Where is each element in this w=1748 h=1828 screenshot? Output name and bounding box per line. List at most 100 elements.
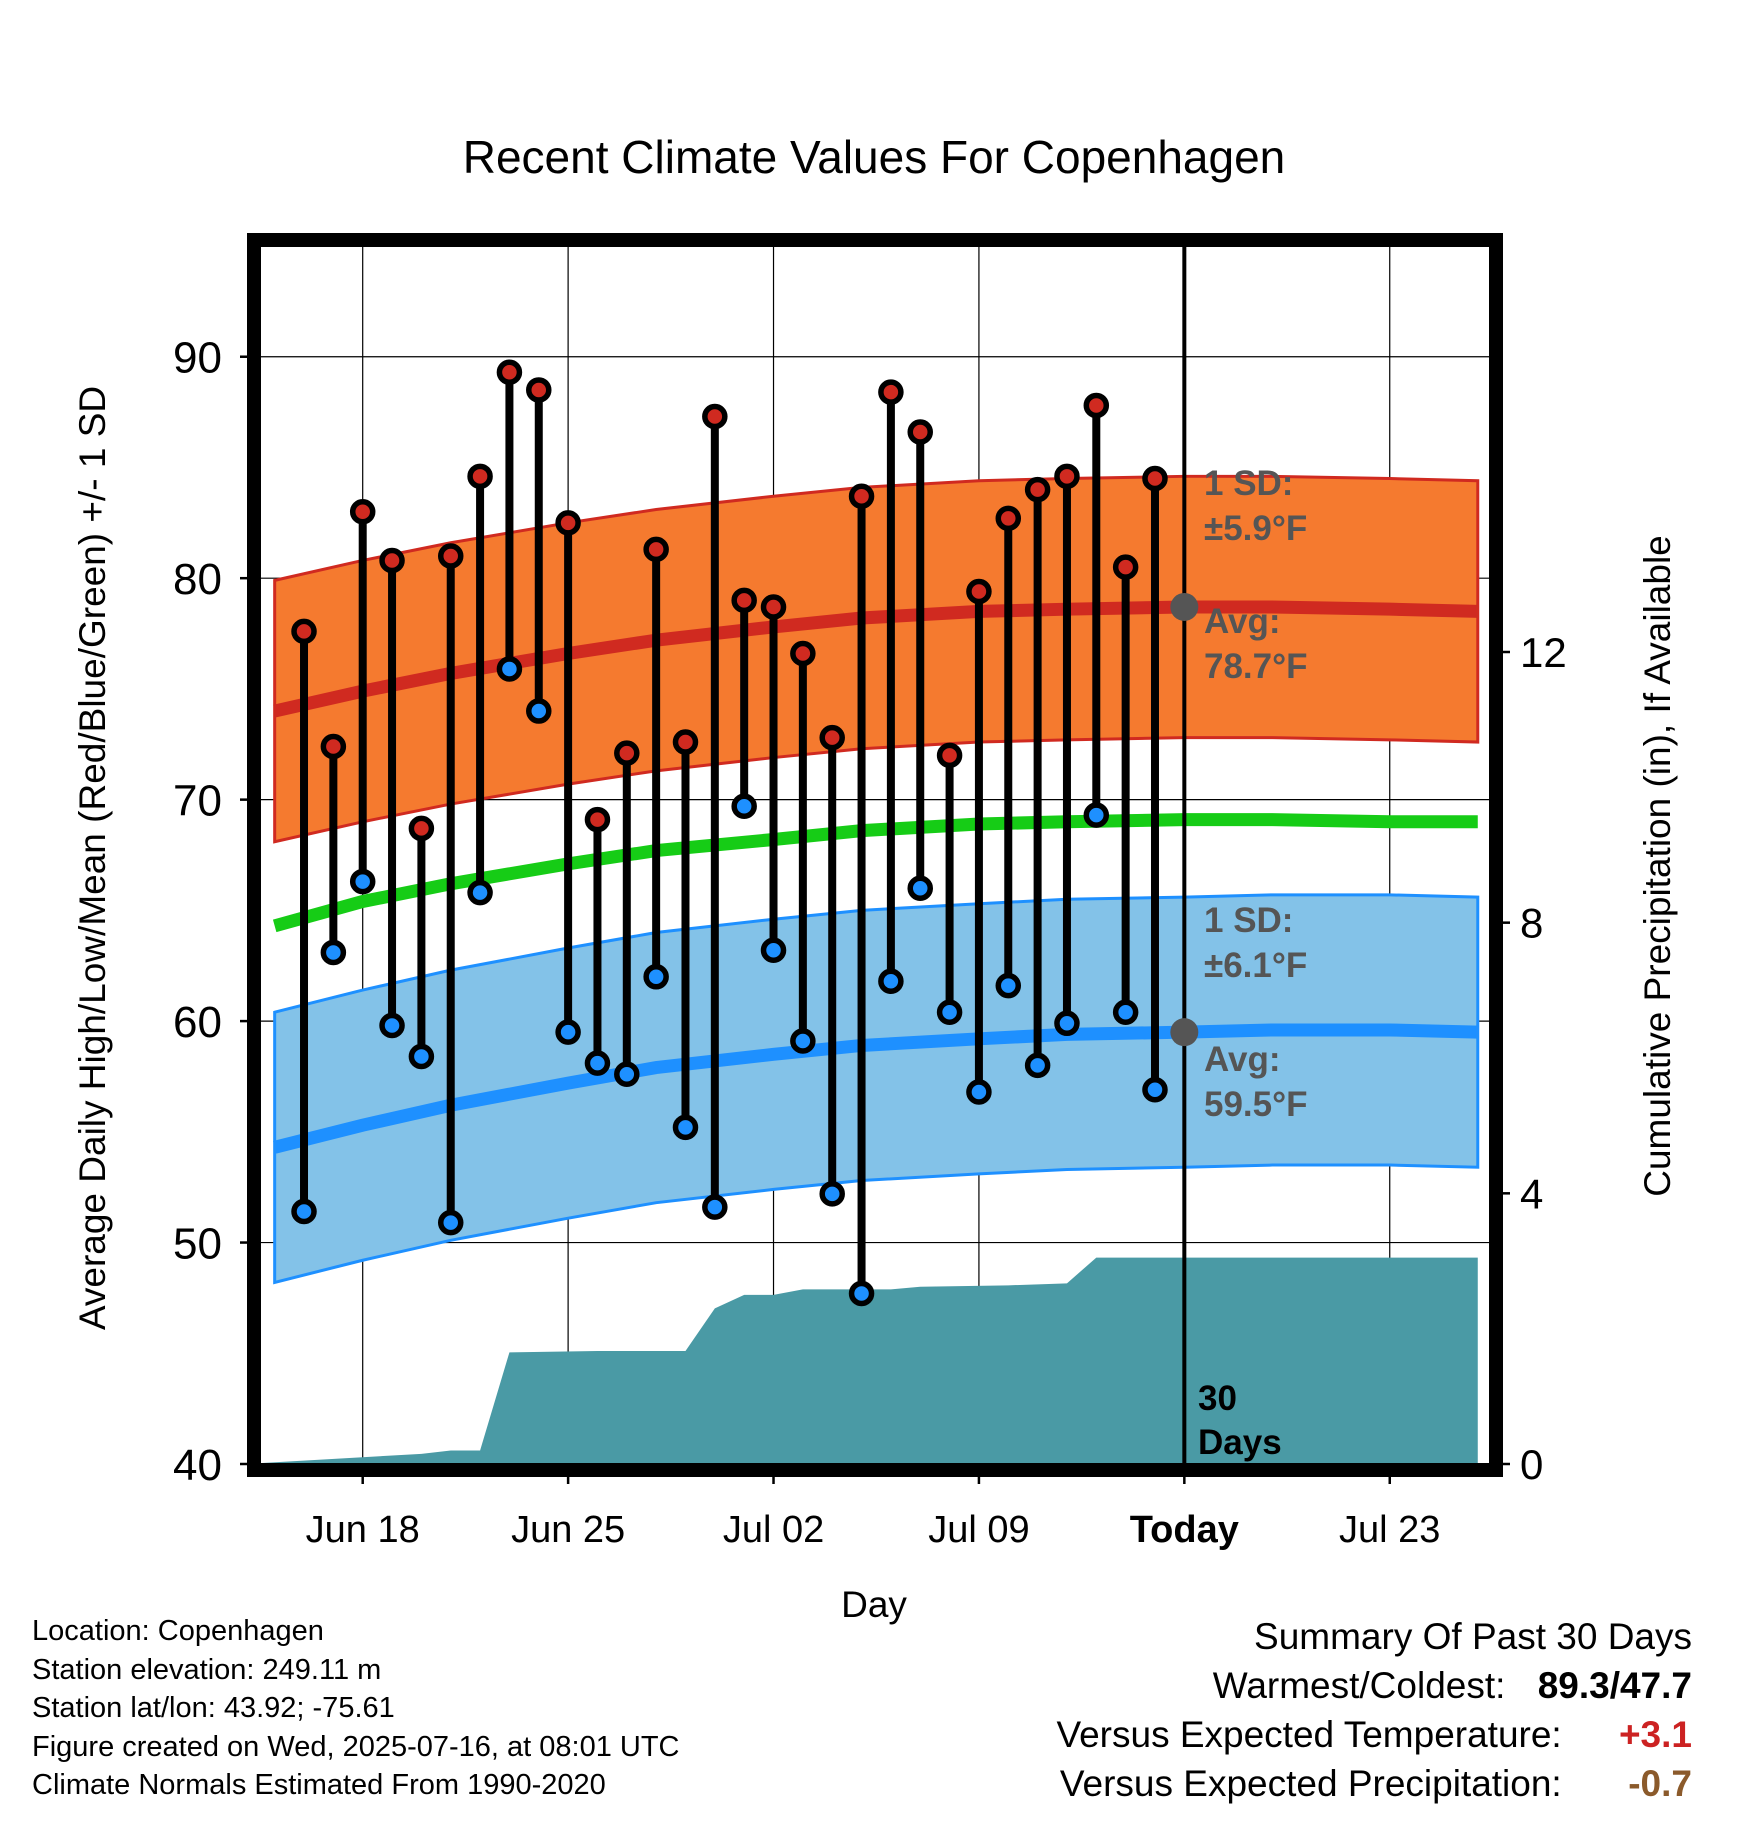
summary-title: Summary Of Past 30 Days (1254, 1616, 1692, 1657)
precipitation-value: -0.7 (1628, 1763, 1692, 1804)
high-temp-marker (526, 377, 552, 403)
high-temp-marker (878, 379, 904, 405)
temperature-label: Versus Expected Temperature: (1056, 1714, 1562, 1755)
low-temp-marker (672, 1114, 699, 1141)
high-temp-marker (555, 510, 581, 536)
high-temp-marker (936, 742, 963, 769)
low-temp-marker (995, 972, 1022, 999)
high-temp-marker (819, 724, 845, 751)
y2-tick-label: 0 (1520, 1441, 1543, 1488)
low-temp-marker (526, 698, 552, 724)
y-tick-label: 70 (173, 777, 222, 826)
y2-tick-label: 8 (1520, 900, 1543, 947)
summary-warmest-coldest: Warmest/Coldest: 89.3/47.7 (1056, 1661, 1692, 1710)
low-temp-marker (555, 1019, 581, 1045)
low-temp-marker (614, 1061, 640, 1087)
high-temp-marker (496, 359, 523, 385)
low-temp-marker (790, 1028, 816, 1054)
low-sd-value: ±6.1°F (1204, 946, 1307, 985)
chart-title: Recent Climate Values For Copenhagen (463, 131, 1286, 183)
created-text: Figure created on Wed, 2025-07-16, at 08… (32, 1730, 680, 1763)
high-temp-marker (643, 536, 669, 563)
high-sd-label: 1 SD: (1204, 464, 1293, 503)
y-tick-label: 50 (173, 1220, 222, 1269)
high-temp-marker (760, 594, 787, 620)
y-tick-label: 60 (173, 998, 222, 1047)
high-temp-marker (1142, 465, 1168, 492)
x-tick-label: Jul 09 (928, 1509, 1029, 1551)
low-temp-marker (584, 1050, 611, 1076)
low-temp-marker (408, 1043, 435, 1070)
y2-tick-label: 4 (1520, 1170, 1543, 1217)
low-temp-marker (848, 1280, 875, 1307)
low-temp-marker (320, 939, 347, 966)
low-temp-marker (643, 964, 669, 990)
elevation-text: Station elevation: 249.11 m (32, 1653, 382, 1686)
low-avg-label: Avg: (1204, 1040, 1280, 1079)
low-temp-marker (291, 1198, 317, 1225)
plot-frame (247, 233, 1503, 1477)
low-temp-marker (437, 1209, 464, 1236)
temperature-value: +3.1 (1618, 1714, 1692, 1755)
days-number: 30 (1198, 1379, 1237, 1418)
high-temp-marker (437, 543, 464, 569)
low-temp-marker (349, 868, 376, 895)
x-tick-label: Jul 23 (1339, 1509, 1440, 1551)
low-temp-marker (379, 1012, 405, 1039)
y-tick-label: 90 (173, 334, 222, 383)
x-tick-label: Jul 02 (723, 1509, 824, 1551)
warmest-coldest-value: 89.3/47.7 (1537, 1665, 1692, 1706)
high-temp-marker (907, 419, 933, 445)
station-metadata: Location: Copenhagen Station elevation: … (32, 1612, 680, 1805)
high-temp-marker (1054, 463, 1080, 490)
low-temp-marker (496, 656, 523, 682)
x-axis-label: Day (841, 1584, 907, 1625)
low-temp-marker (819, 1181, 845, 1207)
high-temp-marker (408, 815, 435, 842)
low-temp-marker (907, 875, 933, 901)
high-temp-marker (731, 587, 757, 614)
days-word: Days (1198, 1423, 1282, 1462)
high-temp-marker (584, 806, 611, 833)
high-temp-marker (379, 547, 405, 574)
precipitation-area (260, 1257, 1478, 1464)
low-temp-marker (467, 879, 493, 906)
high-temp-marker (349, 498, 376, 525)
high-temp-marker (790, 640, 816, 667)
low-temp-marker (878, 968, 904, 994)
today-low-normal-dot (1170, 1018, 1199, 1047)
today-high-normal-dot (1170, 592, 1199, 621)
high-temp-marker (291, 618, 317, 645)
latlon-text: Station lat/lon: 43.92; -75.61 (32, 1692, 395, 1724)
low-temp-marker (966, 1079, 992, 1105)
high-temp-marker (320, 733, 347, 760)
low-temp-marker (1024, 1052, 1051, 1079)
y-tick-label: 80 (173, 555, 222, 604)
high-sd-value: ±5.9°F (1204, 509, 1307, 548)
low-sd-band (273, 893, 1480, 1285)
y-tick-label: 40 (173, 1441, 222, 1490)
high-temp-marker (966, 578, 992, 605)
high-avg-value: 78.7°F (1204, 647, 1308, 686)
low-temp-marker (702, 1194, 728, 1220)
low-temp-marker (731, 793, 757, 820)
annotations: 1 SD: ±5.9°F Avg: 78.7°F 1 SD: ±6.1°F Av… (1198, 464, 1308, 1462)
x-tick-label: Today (1130, 1509, 1239, 1551)
high-temp-marker (848, 483, 875, 509)
normals-text: Climate Normals Estimated From 1990-2020 (32, 1769, 606, 1801)
x-tick-label: Jun 18 (306, 1509, 420, 1551)
daily-stems (300, 372, 1159, 1294)
summary-precipitation: Versus Expected Precipitation: -0.7 (1056, 1759, 1692, 1808)
precipitation-label: Versus Expected Precipitation: (1059, 1763, 1562, 1804)
daily-markers (291, 359, 1168, 1307)
high-temp-marker (995, 505, 1022, 532)
high-temp-marker (614, 740, 640, 766)
low-temp-marker (1054, 1010, 1080, 1037)
high-temp-marker (1083, 392, 1110, 419)
high-temp-marker (672, 729, 699, 755)
high-temp-marker (467, 463, 493, 490)
warmest-coldest-label: Warmest/Coldest: (1212, 1665, 1506, 1706)
low-temp-marker (1083, 802, 1110, 828)
high-temp-marker (1112, 554, 1139, 580)
plot-area (260, 246, 1490, 1464)
